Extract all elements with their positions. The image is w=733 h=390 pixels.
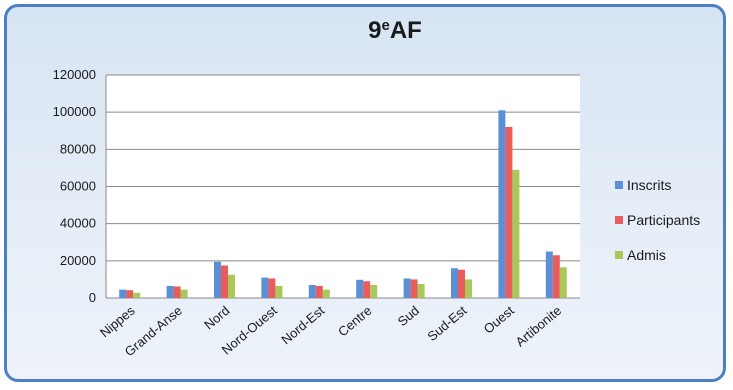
legend-swatch xyxy=(615,216,623,224)
x-tick-label: Artibonite xyxy=(513,303,565,350)
bar-inscrits-nippes xyxy=(119,290,126,298)
legend-swatch xyxy=(615,251,623,259)
bar-inscrits-ouest xyxy=(498,110,505,298)
y-tick-label: 100000 xyxy=(53,104,96,119)
bar-inscrits-artibonite xyxy=(546,252,553,298)
x-tick-label: Nippes xyxy=(97,302,138,340)
x-tick-label: Nord xyxy=(201,303,232,333)
bar-participants-artibonite xyxy=(553,255,560,298)
bar-admis-nippes xyxy=(133,293,140,298)
legend-label: Admis xyxy=(627,247,666,263)
chart-title: 9eAF xyxy=(368,17,422,45)
x-tick-label: Centre xyxy=(335,303,375,340)
x-tick-label: Ouest xyxy=(481,303,518,337)
y-tick-label: 20000 xyxy=(60,253,96,268)
legend: Inscrits Participants Admis xyxy=(615,177,700,263)
bar-participants-nord-ouest xyxy=(268,278,275,298)
bar-inscrits-nord-est xyxy=(309,285,316,298)
bar-admis-grand-anse xyxy=(181,290,188,298)
bar-admis-nord-ouest xyxy=(275,286,282,298)
bar-participants-nippes xyxy=(126,290,133,298)
bar-admis-sud xyxy=(418,284,425,298)
bar-inscrits-nord xyxy=(214,262,221,298)
x-tick-label: Nord-Est xyxy=(278,303,327,348)
y-tick-label: 120000 xyxy=(53,67,96,82)
bar-inscrits-centre xyxy=(356,280,363,298)
x-tick-label: Sud xyxy=(395,303,422,329)
y-tick-label: 80000 xyxy=(60,141,96,156)
bar-admis-nord-est xyxy=(323,290,330,298)
bar-participants-sud xyxy=(411,279,418,298)
legend-label: Participants xyxy=(627,212,700,228)
bar-admis-sud-est xyxy=(465,279,472,298)
y-axis-ticks: 0 20000 40000 60000 80000 100000 120000 xyxy=(53,67,96,305)
bar-admis-ouest xyxy=(512,170,519,298)
bar-participants-nord-est xyxy=(316,286,323,298)
x-tick-label: Sud-Est xyxy=(424,303,469,344)
bar-admis-nord xyxy=(228,275,235,298)
bar-participants-sud-est xyxy=(458,270,465,298)
bar-participants-ouest xyxy=(505,127,512,298)
y-tick-label: 40000 xyxy=(60,216,96,231)
bar-participants-nord xyxy=(221,265,228,298)
legend-swatch xyxy=(615,181,623,189)
bar-inscrits-sud xyxy=(404,278,411,298)
bar-participants-grand-anse xyxy=(174,286,181,298)
y-tick-label: 60000 xyxy=(60,179,96,194)
bar-inscrits-sud-est xyxy=(451,268,458,298)
y-tick-label: 0 xyxy=(89,290,96,305)
bar-inscrits-nord-ouest xyxy=(261,278,268,298)
bar-admis-centre xyxy=(370,285,377,298)
bar-admis-artibonite xyxy=(560,267,567,298)
bar-inscrits-grand-anse xyxy=(167,286,174,298)
bar-participants-centre xyxy=(363,281,370,298)
legend-label: Inscrits xyxy=(627,177,671,193)
